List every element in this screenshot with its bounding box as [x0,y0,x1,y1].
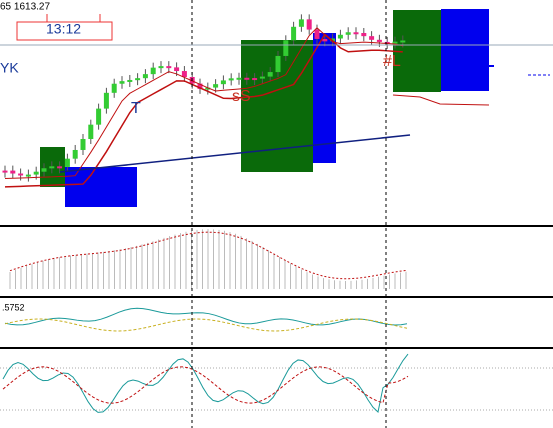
candle [252,78,258,81]
oscillator-signal [4,318,408,332]
zone-box [441,9,489,91]
candle [150,67,156,75]
candle [57,166,63,169]
timer-box [16,21,113,41]
candle [353,32,359,35]
label-t: T [131,100,141,117]
candle [345,32,351,35]
label-yk: YK [0,60,19,76]
candle [197,83,203,89]
candle [283,40,289,56]
candle [267,72,273,77]
plot-layer [0,9,553,413]
oscillator-line [4,307,408,326]
candle [376,39,382,42]
candle [392,41,398,44]
candle [361,33,367,37]
zone-box [65,167,137,207]
candle [10,170,16,174]
zone-box [313,33,336,163]
moving-average [4,33,403,188]
candle [181,71,187,77]
moving-average [4,27,403,180]
candle [25,174,31,177]
candle [236,77,242,80]
candle [18,173,24,176]
price-readout: 65 1613.27 [0,2,50,13]
candle [142,74,148,79]
candle [205,87,211,90]
candle [72,149,78,159]
candle [135,78,141,81]
candle [127,79,133,82]
candle [337,34,343,39]
oscillator-readout: .5752 [2,302,25,312]
candle [213,84,219,88]
candle [96,108,102,125]
candle [2,170,8,173]
candle [220,80,226,85]
candle [275,55,281,73]
candle [103,92,109,109]
candle [111,83,117,93]
stochastic-main [2,353,409,413]
stochastic-signal [2,366,409,404]
candle [174,67,180,72]
candle [384,41,390,44]
candle [41,168,47,172]
candle [298,19,304,27]
candle [119,81,125,84]
candle [80,138,86,150]
candle [291,26,297,41]
candle [259,76,265,79]
candle [244,77,250,80]
candle [64,158,70,167]
candle [400,40,406,43]
candle [88,124,94,139]
candle [228,78,234,81]
label-ss: sS [232,88,251,105]
candle [322,38,328,42]
long-average [59,134,411,173]
candle [314,29,320,39]
candle [33,171,39,175]
candle [369,36,375,40]
candle [166,66,172,69]
candle [49,166,55,169]
label-hl: #L [383,53,401,70]
level-line [392,94,490,106]
candle [306,19,312,30]
candle [158,66,164,69]
timer-text: 13:12 [46,21,81,37]
